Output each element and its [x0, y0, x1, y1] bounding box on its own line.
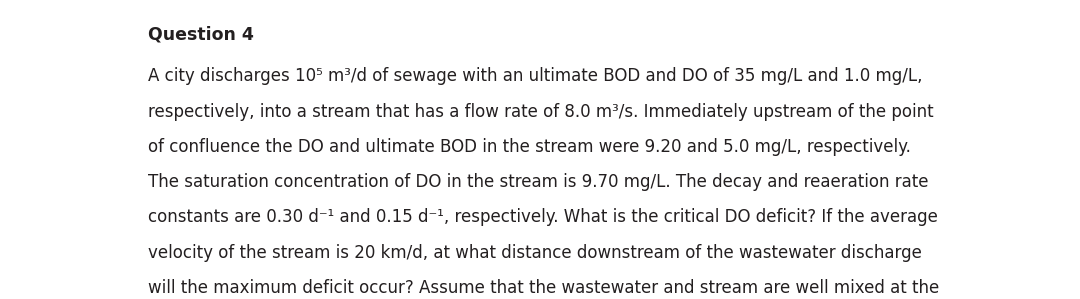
Text: Question 4: Question 4 [149, 25, 255, 43]
Text: A city discharges 10⁵ m³/d of sewage with an ultimate BOD and DO of 35 mg/L and : A city discharges 10⁵ m³/d of sewage wit… [149, 67, 923, 85]
Text: constants are 0.30 d⁻¹ and 0.15 d⁻¹, respectively. What is the critical DO defic: constants are 0.30 d⁻¹ and 0.15 d⁻¹, res… [149, 208, 939, 226]
Text: velocity of the stream is 20 km/d, at what distance downstream of the wastewater: velocity of the stream is 20 km/d, at wh… [149, 244, 922, 262]
Text: of confluence the DO and ultimate BOD in the stream were 9.20 and 5.0 mg/L, resp: of confluence the DO and ultimate BOD in… [149, 138, 912, 156]
Text: The saturation concentration of DO in the stream is 9.70 mg/L. The decay and rea: The saturation concentration of DO in th… [149, 173, 929, 191]
Text: will the maximum deficit occur? Assume that the wastewater and stream are well m: will the maximum deficit occur? Assume t… [149, 279, 940, 297]
Text: respectively, into a stream that has a flow rate of 8.0 m³/s. Immediately upstre: respectively, into a stream that has a f… [149, 103, 934, 120]
